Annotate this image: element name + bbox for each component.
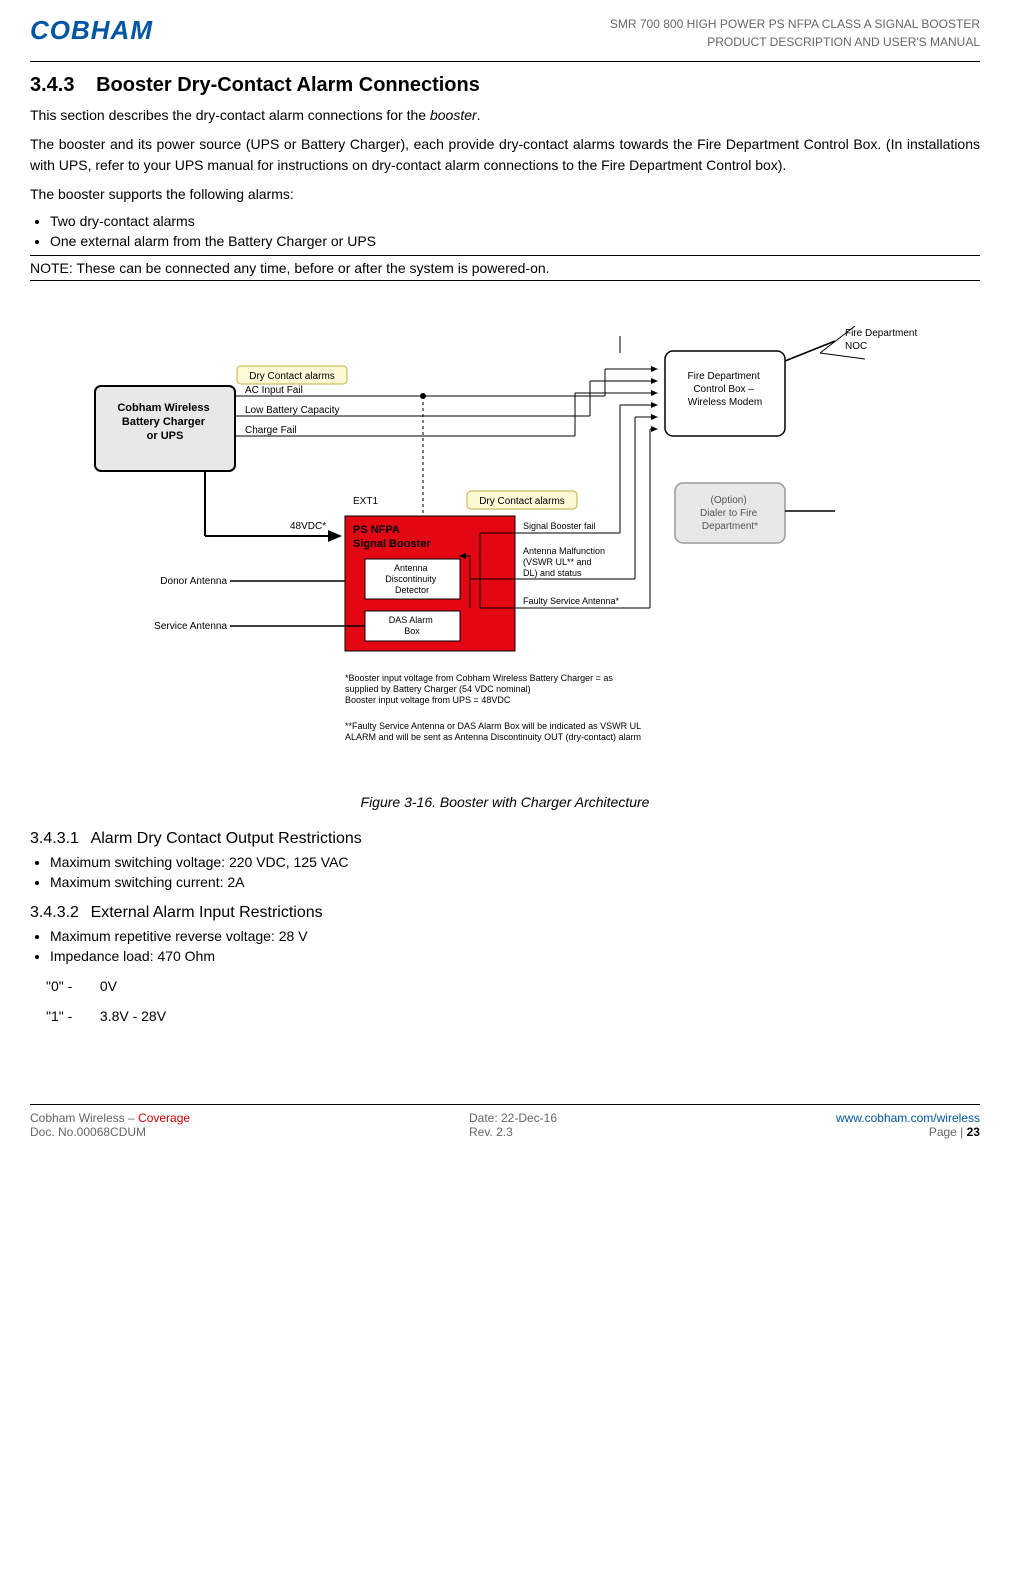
figure-caption: Figure 3-16. Booster with Charger Archit… xyxy=(30,794,980,810)
footer-center: Date: 22-Dec-16 Rev. 2.3 xyxy=(469,1111,557,1139)
sub1-bullets: Maximum switching voltage: 220 VDC, 125 … xyxy=(50,854,980,890)
charge-fail: Charge Fail xyxy=(245,425,297,436)
ac-fail: AC Input Fail xyxy=(245,385,303,396)
section-num: 3.4.3 xyxy=(30,74,74,97)
fire-control-label: Fire Department Control Box – Wireless M… xyxy=(687,371,762,408)
section-heading: 3.4.3 Booster Dry-Contact Alarm Connecti… xyxy=(30,74,980,97)
ant-mal: Antenna Malfunction (VSWR UL** and DL) a… xyxy=(523,546,608,578)
note: NOTE: These can be connected any time, b… xyxy=(30,255,980,281)
sub2-bullets: Maximum repetitive reverse voltage: 28 V… xyxy=(50,928,980,964)
header-divider xyxy=(30,61,980,62)
val-row-0: "0" - 0V xyxy=(46,978,980,994)
sig-fail: Signal Booster fail xyxy=(523,521,596,531)
sub2-num: 3.4.3.2 xyxy=(30,904,79,922)
bullet-item: Impedance load: 470 Ohm xyxy=(50,948,980,964)
bullet-item: One external alarm from the Battery Char… xyxy=(50,233,980,249)
dry-contact-top: Dry Contact alarms xyxy=(249,371,335,382)
noc-label: Fire Department NOC xyxy=(845,328,920,352)
header: COBHAM SMR 700 800 HIGH POWER PS NFPA CL… xyxy=(30,15,980,51)
subsection-2: 3.4.3.2 External Alarm Input Restriction… xyxy=(30,904,980,922)
dry-contact-booster: Dry Contact alarms xyxy=(479,496,565,507)
section-p1: This section describes the dry-contact a… xyxy=(30,105,980,126)
footer-right: www.cobham.com/wireless Page | 23 xyxy=(836,1111,980,1139)
header-right: SMR 700 800 HIGH POWER PS NFPA CLASS A S… xyxy=(610,15,980,51)
sub1-title: Alarm Dry Contact Output Restrictions xyxy=(91,830,362,848)
section-p3: The booster supports the following alarm… xyxy=(30,184,980,205)
service: Service Antenna xyxy=(154,621,227,632)
val-row-1: "1" - 3.8V - 28V xyxy=(46,1008,980,1024)
footer: Cobham Wireless – Coverage Doc. No.00068… xyxy=(30,1104,980,1139)
footer-left: Cobham Wireless – Coverage Doc. No.00068… xyxy=(30,1111,190,1139)
bullet-item: Maximum switching current: 2A xyxy=(50,874,980,890)
footnote3: **Faulty Service Antenna or DAS Alarm Bo… xyxy=(345,721,643,742)
donor: Donor Antenna xyxy=(160,576,227,587)
section-p2: The booster and its power source (UPS or… xyxy=(30,134,980,176)
bullet-item: Two dry-contact alarms xyxy=(50,213,980,229)
vdc: 48VDC* xyxy=(290,521,326,532)
low-batt: Low Battery Capacity xyxy=(245,405,340,416)
sub2-title: External Alarm Input Restrictions xyxy=(91,904,323,922)
footnote1: *Booster input voltage from Cobham Wirel… xyxy=(345,673,615,705)
charger-box xyxy=(95,386,235,471)
bullet-item: Maximum repetitive reverse voltage: 28 V xyxy=(50,928,980,944)
subsection-1: 3.4.3.1 Alarm Dry Contact Output Restric… xyxy=(30,830,980,848)
ext1: EXT1 xyxy=(353,496,378,507)
figure-container: Cobham Wireless Battery Charger or UPS D… xyxy=(30,311,980,784)
architecture-diagram: Cobham Wireless Battery Charger or UPS D… xyxy=(75,311,935,781)
header-line1: SMR 700 800 HIGH POWER PS NFPA CLASS A S… xyxy=(610,15,980,33)
bullet-item: Maximum switching voltage: 220 VDC, 125 … xyxy=(50,854,980,870)
sub1-num: 3.4.3.1 xyxy=(30,830,79,848)
logo: COBHAM xyxy=(30,15,153,46)
section-title: Booster Dry-Contact Alarm Connections xyxy=(96,74,480,97)
header-line2: PRODUCT DESCRIPTION AND USER'S MANUAL xyxy=(610,33,980,51)
faulty: Faulty Service Antenna* xyxy=(523,596,620,606)
section-bullets: Two dry-contact alarms One external alar… xyxy=(50,213,980,249)
